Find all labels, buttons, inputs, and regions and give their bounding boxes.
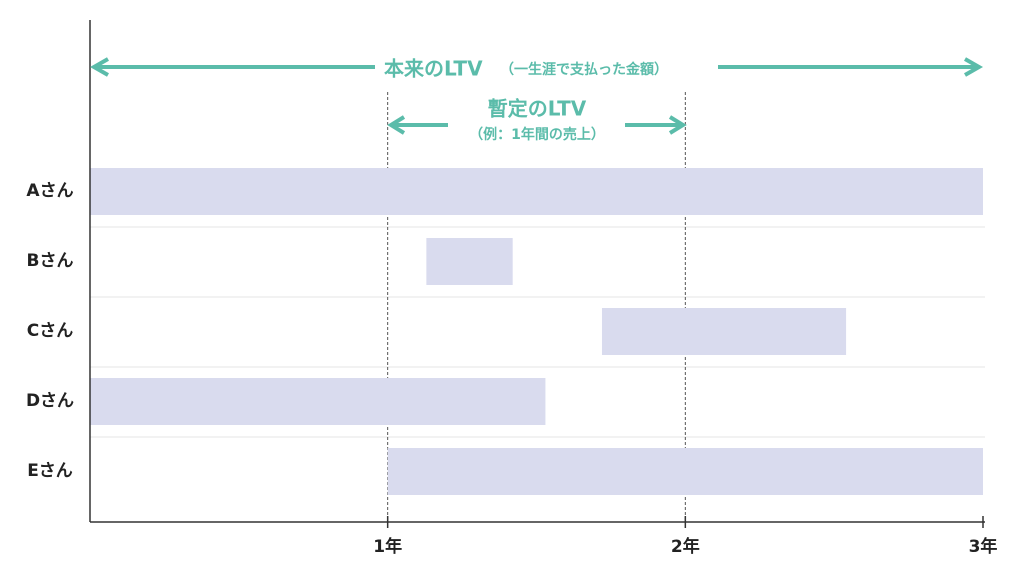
category-label: Cさん [27,321,73,341]
category-label: Bさん [27,251,74,271]
bar-Aさん [90,168,983,215]
provisional-ltv-label: 暫定のLTV [488,97,587,121]
provisional-ltv-annotation: 暫定のLTV （例：1年間の売上） [387,97,687,143]
provisional-ltv-note: （例：1年間の売上） [469,126,605,143]
category-label: Aさん [26,181,73,201]
arrowhead-left-icon [387,115,406,135]
bar-Dさん [90,378,546,425]
category-label: Eさん [27,461,73,481]
arrowhead-right-icon [964,57,984,77]
x-tick-label: 1年 [373,536,402,557]
x-tick-label: 3年 [969,536,998,557]
bar-Bさん [426,238,513,285]
arrowhead-right-icon [668,115,687,135]
x-tick-label: 2年 [671,536,700,557]
bar-Cさん [601,308,847,355]
full-ltv-annotation: 本来のLTV （一生涯で支払った金額） [89,57,984,81]
bar-Eさん [387,448,984,495]
category-label: Dさん [26,391,74,411]
arrowhead-left-icon [89,57,109,77]
full-ltv-note: （一生涯で支払った金額） [500,61,668,78]
full-ltv-label: 本来のLTV [384,57,483,81]
